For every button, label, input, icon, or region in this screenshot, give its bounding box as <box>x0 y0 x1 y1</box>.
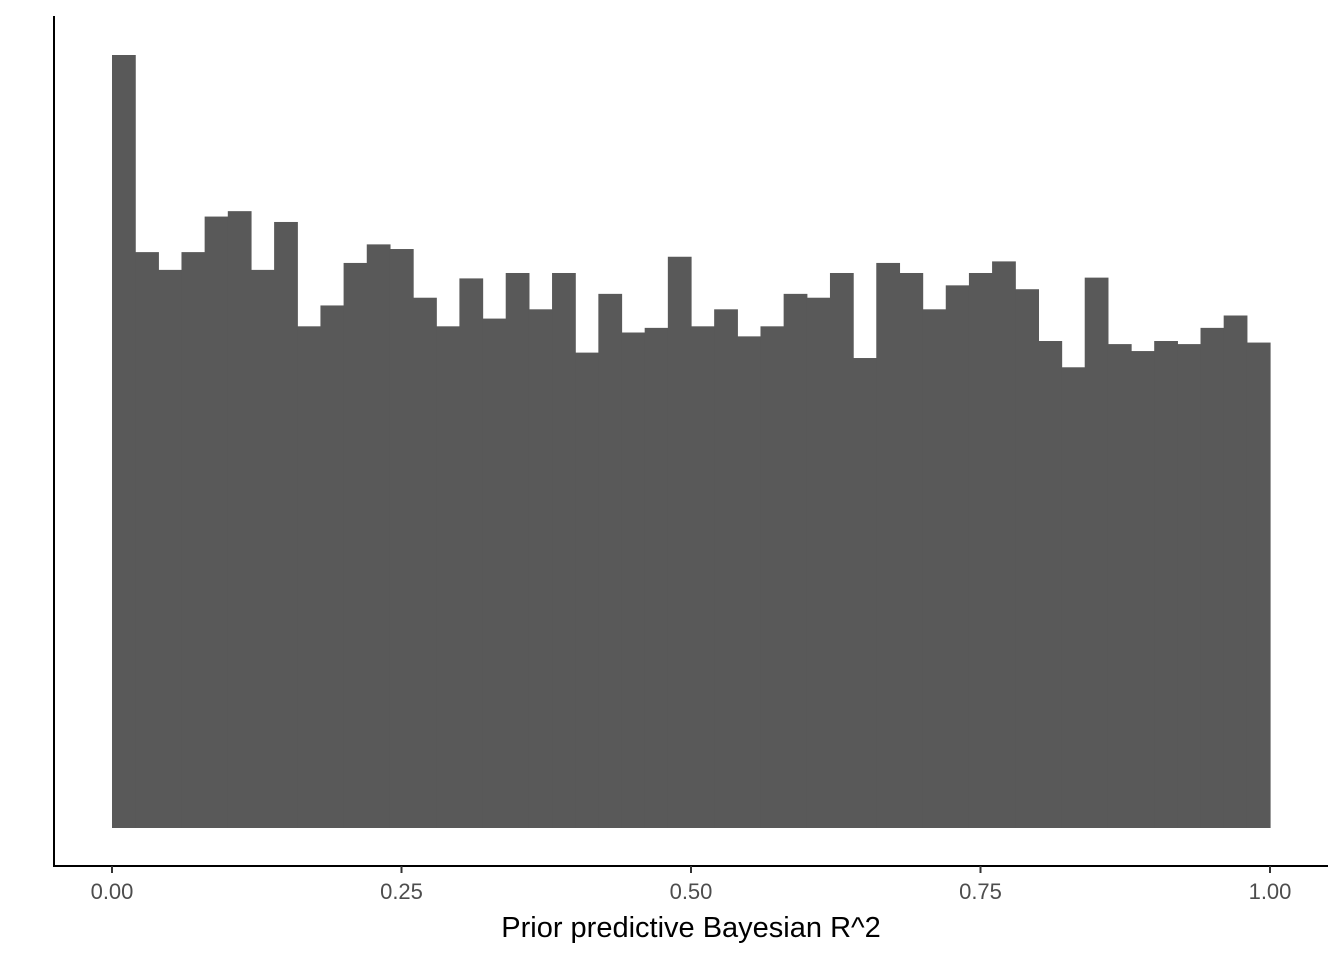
histogram-bar <box>737 336 762 828</box>
histogram-bar <box>436 326 460 828</box>
histogram-bar <box>413 297 437 829</box>
histogram-bar <box>1131 351 1155 828</box>
histogram-bar <box>250 269 275 828</box>
x-tick-label: 0.75 <box>959 879 1002 904</box>
histogram-bar <box>1177 344 1202 828</box>
histogram-bar <box>320 305 345 828</box>
histogram-bar <box>528 309 553 828</box>
x-tick-label: 0.50 <box>670 879 713 904</box>
histogram-bar <box>552 272 576 828</box>
histogram-bars <box>112 55 1271 829</box>
histogram-bar <box>158 269 183 828</box>
histogram-bar <box>621 332 646 828</box>
histogram-bar <box>992 261 1016 828</box>
histogram-bar <box>1246 342 1271 828</box>
x-axis-ticks: 0.00 0.25 0.50 0.75 1.00 <box>91 866 1292 904</box>
histogram-bar <box>135 252 159 828</box>
histogram-bar <box>204 216 229 828</box>
histogram-bar <box>806 297 831 829</box>
histogram-bar <box>1154 341 1178 828</box>
histogram-bar <box>274 221 298 829</box>
histogram-bar <box>343 262 368 828</box>
histogram-bar <box>644 327 669 828</box>
histogram-bar <box>297 326 322 828</box>
histogram-bar <box>760 326 785 828</box>
histogram-bar <box>1038 341 1063 828</box>
histogram-bar <box>1200 327 1225 828</box>
histogram-bar <box>829 272 854 828</box>
histogram-bar <box>505 272 530 828</box>
histogram-bar <box>876 262 901 828</box>
histogram-bar <box>899 272 924 828</box>
histogram-bar <box>922 309 947 828</box>
histogram-bar <box>1084 277 1109 828</box>
histogram-bar <box>181 252 206 828</box>
histogram-bar <box>482 318 507 828</box>
histogram-bar <box>1223 315 1248 828</box>
histogram-bar <box>1107 344 1132 828</box>
x-tick-label: 0.00 <box>91 879 134 904</box>
histogram-bar <box>1061 367 1086 828</box>
histogram-bar <box>783 293 808 828</box>
histogram-bar <box>667 256 692 828</box>
histogram-bar <box>691 326 715 828</box>
histogram-bar <box>945 285 970 829</box>
histogram-bar <box>853 358 877 828</box>
histogram-bar <box>389 249 414 828</box>
x-axis-title: Prior predictive Bayesian R^2 <box>501 912 881 944</box>
histogram-bar <box>714 309 738 828</box>
histogram-bar <box>598 293 623 828</box>
histogram-bar <box>227 211 252 828</box>
x-tick-label: 0.25 <box>380 879 423 904</box>
x-tick-label: 1.00 <box>1249 879 1292 904</box>
histogram-bar <box>459 278 484 828</box>
histogram-bar <box>968 272 993 828</box>
histogram-bar <box>575 352 599 828</box>
histogram-bar <box>1015 289 1039 829</box>
histogram-bar <box>112 55 136 828</box>
histogram-bar <box>366 244 391 828</box>
